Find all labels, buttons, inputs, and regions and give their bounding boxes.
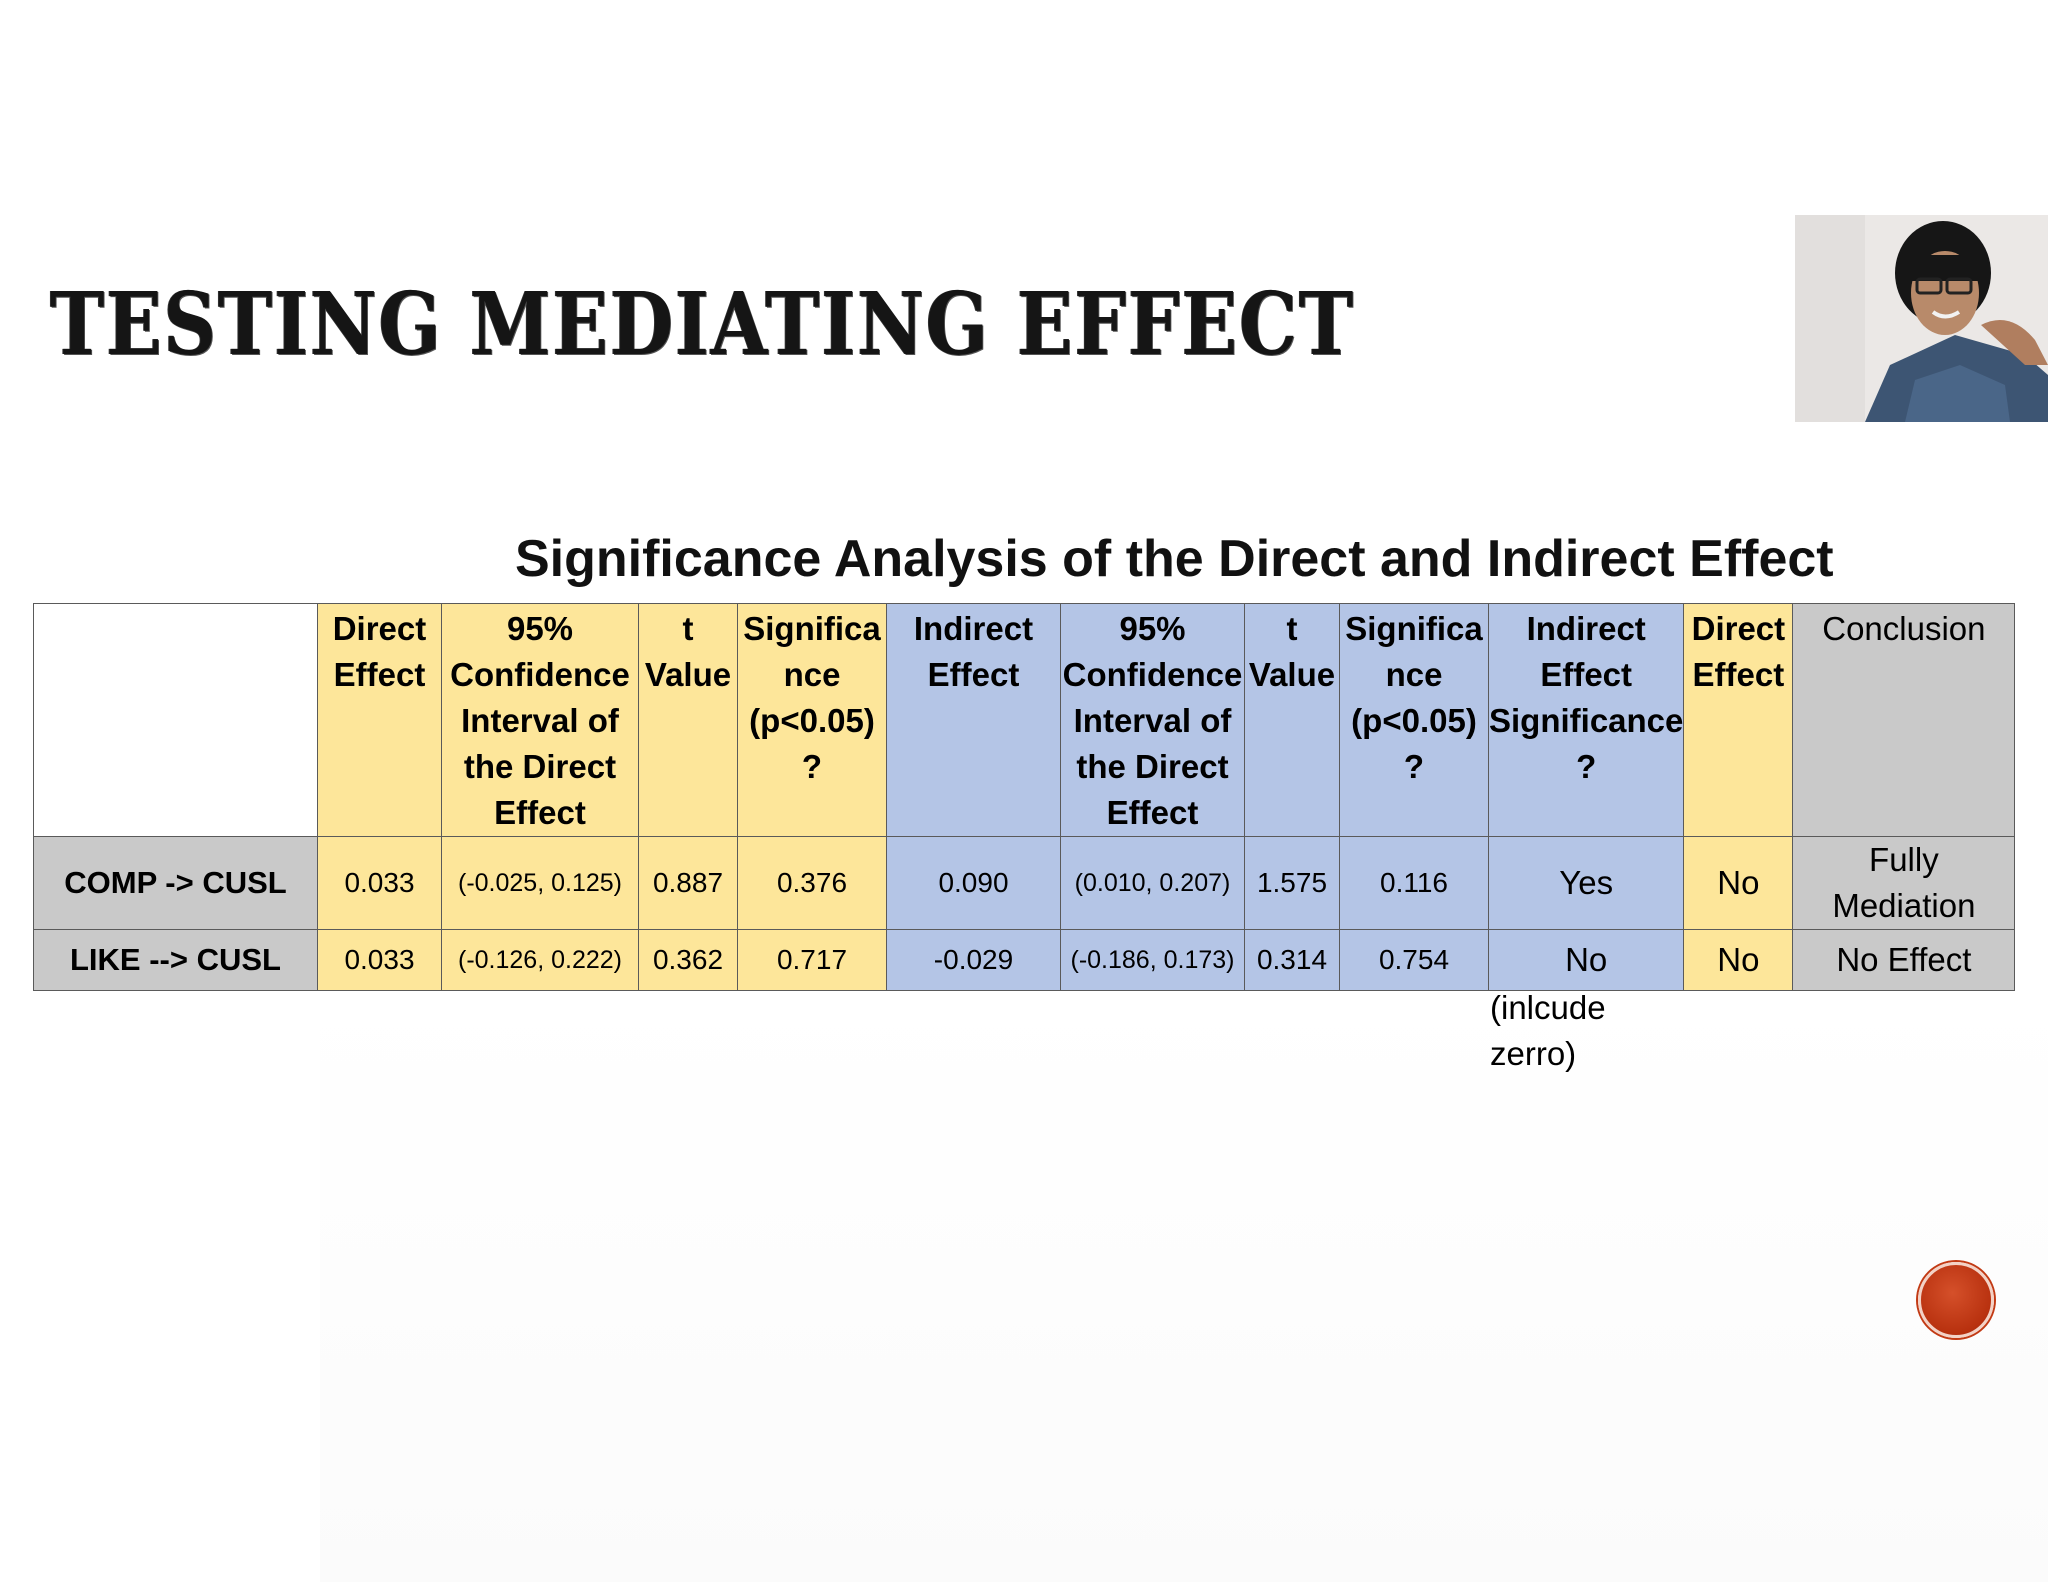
row-label: LIKE --> CUSL	[33, 929, 318, 991]
header-conclusion: Conclusion	[1792, 603, 2016, 837]
direct-ci-value: (-0.025, 0.125)	[441, 836, 639, 930]
indirect-ci-value: (0.010, 0.207)	[1060, 836, 1245, 930]
slide-nav-circle-icon[interactable]	[1918, 1262, 1994, 1338]
header-indirect-t-value: t Value	[1244, 603, 1340, 837]
indirect-effect-significance-value: Yes	[1487, 836, 1685, 930]
slide-title: TESTING MEDIATING EFFECT	[50, 274, 1356, 375]
header-direct-effect: Direct Effect	[317, 603, 442, 837]
header-indirect-effect: Indirect Effect	[886, 603, 1061, 837]
indirect-significance-value: 0.116	[1339, 836, 1489, 930]
table-row: LIKE --> CUSL 0.033 (-0.126, 0.222) 0.36…	[33, 929, 2016, 991]
indirect-t-value: 0.314	[1244, 929, 1340, 991]
row-label: COMP -> CUSL	[33, 836, 318, 930]
table-row: COMP -> CUSL 0.033 (-0.025, 0.125) 0.887…	[33, 836, 2016, 930]
table-header-row: Direct Effect 95% Confidence Interval of…	[33, 603, 2016, 837]
presenter-webcam	[1795, 215, 2048, 422]
direct-effect-2-value: No	[1683, 929, 1794, 991]
table-caption: Significance Analysis of the Direct and …	[515, 530, 1834, 588]
header-direct-significance: Significa nce (p<0.05) ?	[737, 603, 887, 837]
header-indirect-significance: Significa nce (p<0.05) ?	[1339, 603, 1489, 837]
header-indirect-effect-significance: Indirect Effect Significance ?	[1487, 603, 1685, 837]
direct-effect-2-value: No	[1683, 836, 1794, 930]
direct-t-value: 0.887	[638, 836, 738, 930]
indirect-t-value: 1.575	[1244, 836, 1340, 930]
indirect-effect-value: -0.029	[886, 929, 1061, 991]
conclusion-value: Fully Mediation	[1792, 836, 2016, 930]
direct-effect-value: 0.033	[317, 836, 442, 930]
direct-t-value: 0.362	[638, 929, 738, 991]
indirect-significance-value: 0.754	[1339, 929, 1489, 991]
indirect-ci-value: (-0.186, 0.173)	[1060, 929, 1245, 991]
header-direct-t-value: t Value	[638, 603, 738, 837]
indirect-effect-value: 0.090	[886, 836, 1061, 930]
direct-effect-value: 0.033	[317, 929, 442, 991]
slide-background-shade	[320, 990, 2048, 1582]
direct-significance-value: 0.376	[737, 836, 887, 930]
header-row-label-cell	[33, 603, 318, 837]
conclusion-value: No Effect	[1792, 929, 2016, 991]
indirect-effect-significance-value: No	[1487, 929, 1685, 991]
header-indirect-ci: 95% Confidence Interval of the Direct Ef…	[1060, 603, 1245, 837]
significance-table: Direct Effect 95% Confidence Interval of…	[33, 603, 2016, 991]
direct-significance-value: 0.717	[737, 929, 887, 991]
header-direct-ci: 95% Confidence Interval of the Direct Ef…	[441, 603, 639, 837]
table-footnote: (inlcude zerro)	[1490, 989, 1606, 1072]
presenter-avatar-image	[1795, 215, 2048, 422]
direct-ci-value: (-0.126, 0.222)	[441, 929, 639, 991]
header-direct-effect-2: Direct Effect	[1683, 603, 1794, 837]
